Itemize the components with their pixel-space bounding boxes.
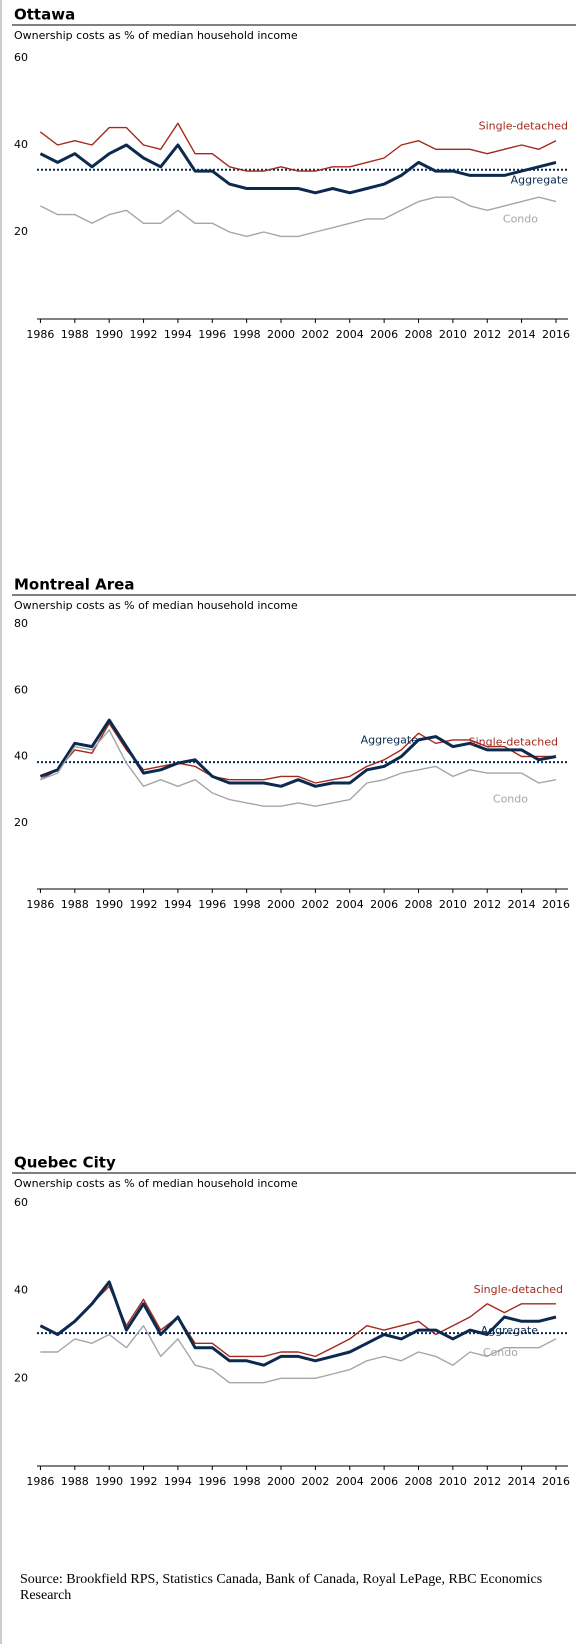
y-tick-label: 40 (14, 1284, 28, 1297)
x-tick-label: 1988 (61, 898, 89, 911)
x-tick-label: 2006 (370, 1475, 398, 1488)
x-tick-label: 2000 (267, 328, 295, 341)
series-line (40, 1325, 557, 1384)
x-tick-label: 1986 (26, 898, 54, 911)
series-label: Single-detached (474, 1283, 563, 1296)
source-note: Source: Brookfield RPS, Statistics Canad… (20, 1572, 543, 1603)
x-tick-label: 2016 (542, 328, 570, 341)
chart-subtitle: Ownership costs as % of median household… (14, 1177, 298, 1190)
x-tick-label: 1996 (198, 328, 226, 341)
series-label: Condo (503, 213, 538, 226)
x-tick-label: 1988 (61, 328, 89, 341)
y-tick-label: 60 (14, 1196, 28, 1209)
series-line (40, 196, 557, 238)
x-tick-label: 1994 (164, 1475, 192, 1488)
chart-title: Ottawa (14, 6, 75, 24)
series-label: Single-detached (479, 120, 568, 133)
x-tick-label: 1994 (164, 328, 192, 341)
x-tick-label: 2008 (404, 1475, 432, 1488)
x-tick-label: 1996 (198, 898, 226, 911)
series-line (39, 122, 557, 172)
series-line (40, 1285, 556, 1358)
y-tick-label: 80 (14, 617, 28, 630)
x-tick-label: 2008 (404, 898, 432, 911)
x-tick-label: 1992 (130, 1475, 158, 1488)
x-tick-label: 2016 (542, 1475, 570, 1488)
x-tick-label: 2012 (473, 1475, 501, 1488)
x-tick-label: 1998 (233, 898, 261, 911)
x-tick-label: 2002 (301, 898, 329, 911)
y-tick-label: 20 (14, 225, 28, 238)
series-label: Aggregate (511, 173, 569, 186)
x-tick-label: 2002 (301, 1475, 329, 1488)
x-tick-label: 2002 (301, 328, 329, 341)
x-tick-label: 2004 (336, 1475, 364, 1488)
x-tick-label: 2006 (370, 898, 398, 911)
x-tick-label: 1992 (130, 898, 158, 911)
x-tick-label: 2010 (439, 898, 467, 911)
series-line (39, 143, 557, 195)
x-tick-label: 2014 (508, 898, 536, 911)
x-tick-label: 1988 (61, 1475, 89, 1488)
chart-title: Quebec City (14, 1154, 116, 1172)
x-tick-label: 2014 (508, 1475, 536, 1488)
x-tick-label: 1986 (26, 1475, 54, 1488)
x-tick-label: 1994 (164, 898, 192, 911)
series-line (39, 1280, 557, 1367)
y-tick-label: 40 (14, 138, 28, 151)
chart-subtitle: Ownership costs as % of median household… (14, 599, 298, 612)
series-label: Aggregate (481, 1324, 539, 1337)
x-tick-label: 1996 (198, 1475, 226, 1488)
series-label: Aggregate (361, 734, 419, 747)
x-tick-label: 1990 (95, 1475, 123, 1488)
x-tick-label: 1990 (95, 328, 123, 341)
chart-subtitle: Ownership costs as % of median household… (14, 29, 298, 42)
x-tick-label: 1998 (233, 1475, 261, 1488)
y-tick-label: 60 (14, 51, 28, 64)
x-tick-label: 2010 (439, 1475, 467, 1488)
series-line (40, 722, 556, 784)
x-tick-label: 2016 (542, 898, 570, 911)
x-tick-label: 2006 (370, 328, 398, 341)
series-label: Single-detached (469, 736, 558, 749)
x-tick-label: 2008 (404, 328, 432, 341)
x-tick-label: 2014 (508, 328, 536, 341)
x-tick-label: 2004 (336, 328, 364, 341)
series-line (39, 718, 557, 788)
x-tick-label: 2004 (336, 898, 364, 911)
x-tick-label: 2012 (473, 328, 501, 341)
x-tick-label: 1998 (233, 328, 261, 341)
x-tick-label: 2010 (439, 328, 467, 341)
chart-title: Montreal Area (14, 576, 134, 594)
x-tick-label: 1992 (130, 328, 158, 341)
y-tick-label: 20 (14, 816, 28, 829)
series-line (40, 729, 557, 807)
x-tick-label: 2000 (267, 1475, 295, 1488)
y-tick-label: 20 (14, 1371, 28, 1384)
x-tick-label: 2012 (473, 898, 501, 911)
x-tick-label: 1990 (95, 898, 123, 911)
y-tick-label: 40 (14, 750, 28, 763)
y-tick-label: 60 (14, 683, 28, 696)
series-label: Condo (483, 1346, 518, 1359)
x-tick-label: 2000 (267, 898, 295, 911)
x-tick-label: 1986 (26, 328, 54, 341)
series-label: Condo (493, 793, 528, 806)
